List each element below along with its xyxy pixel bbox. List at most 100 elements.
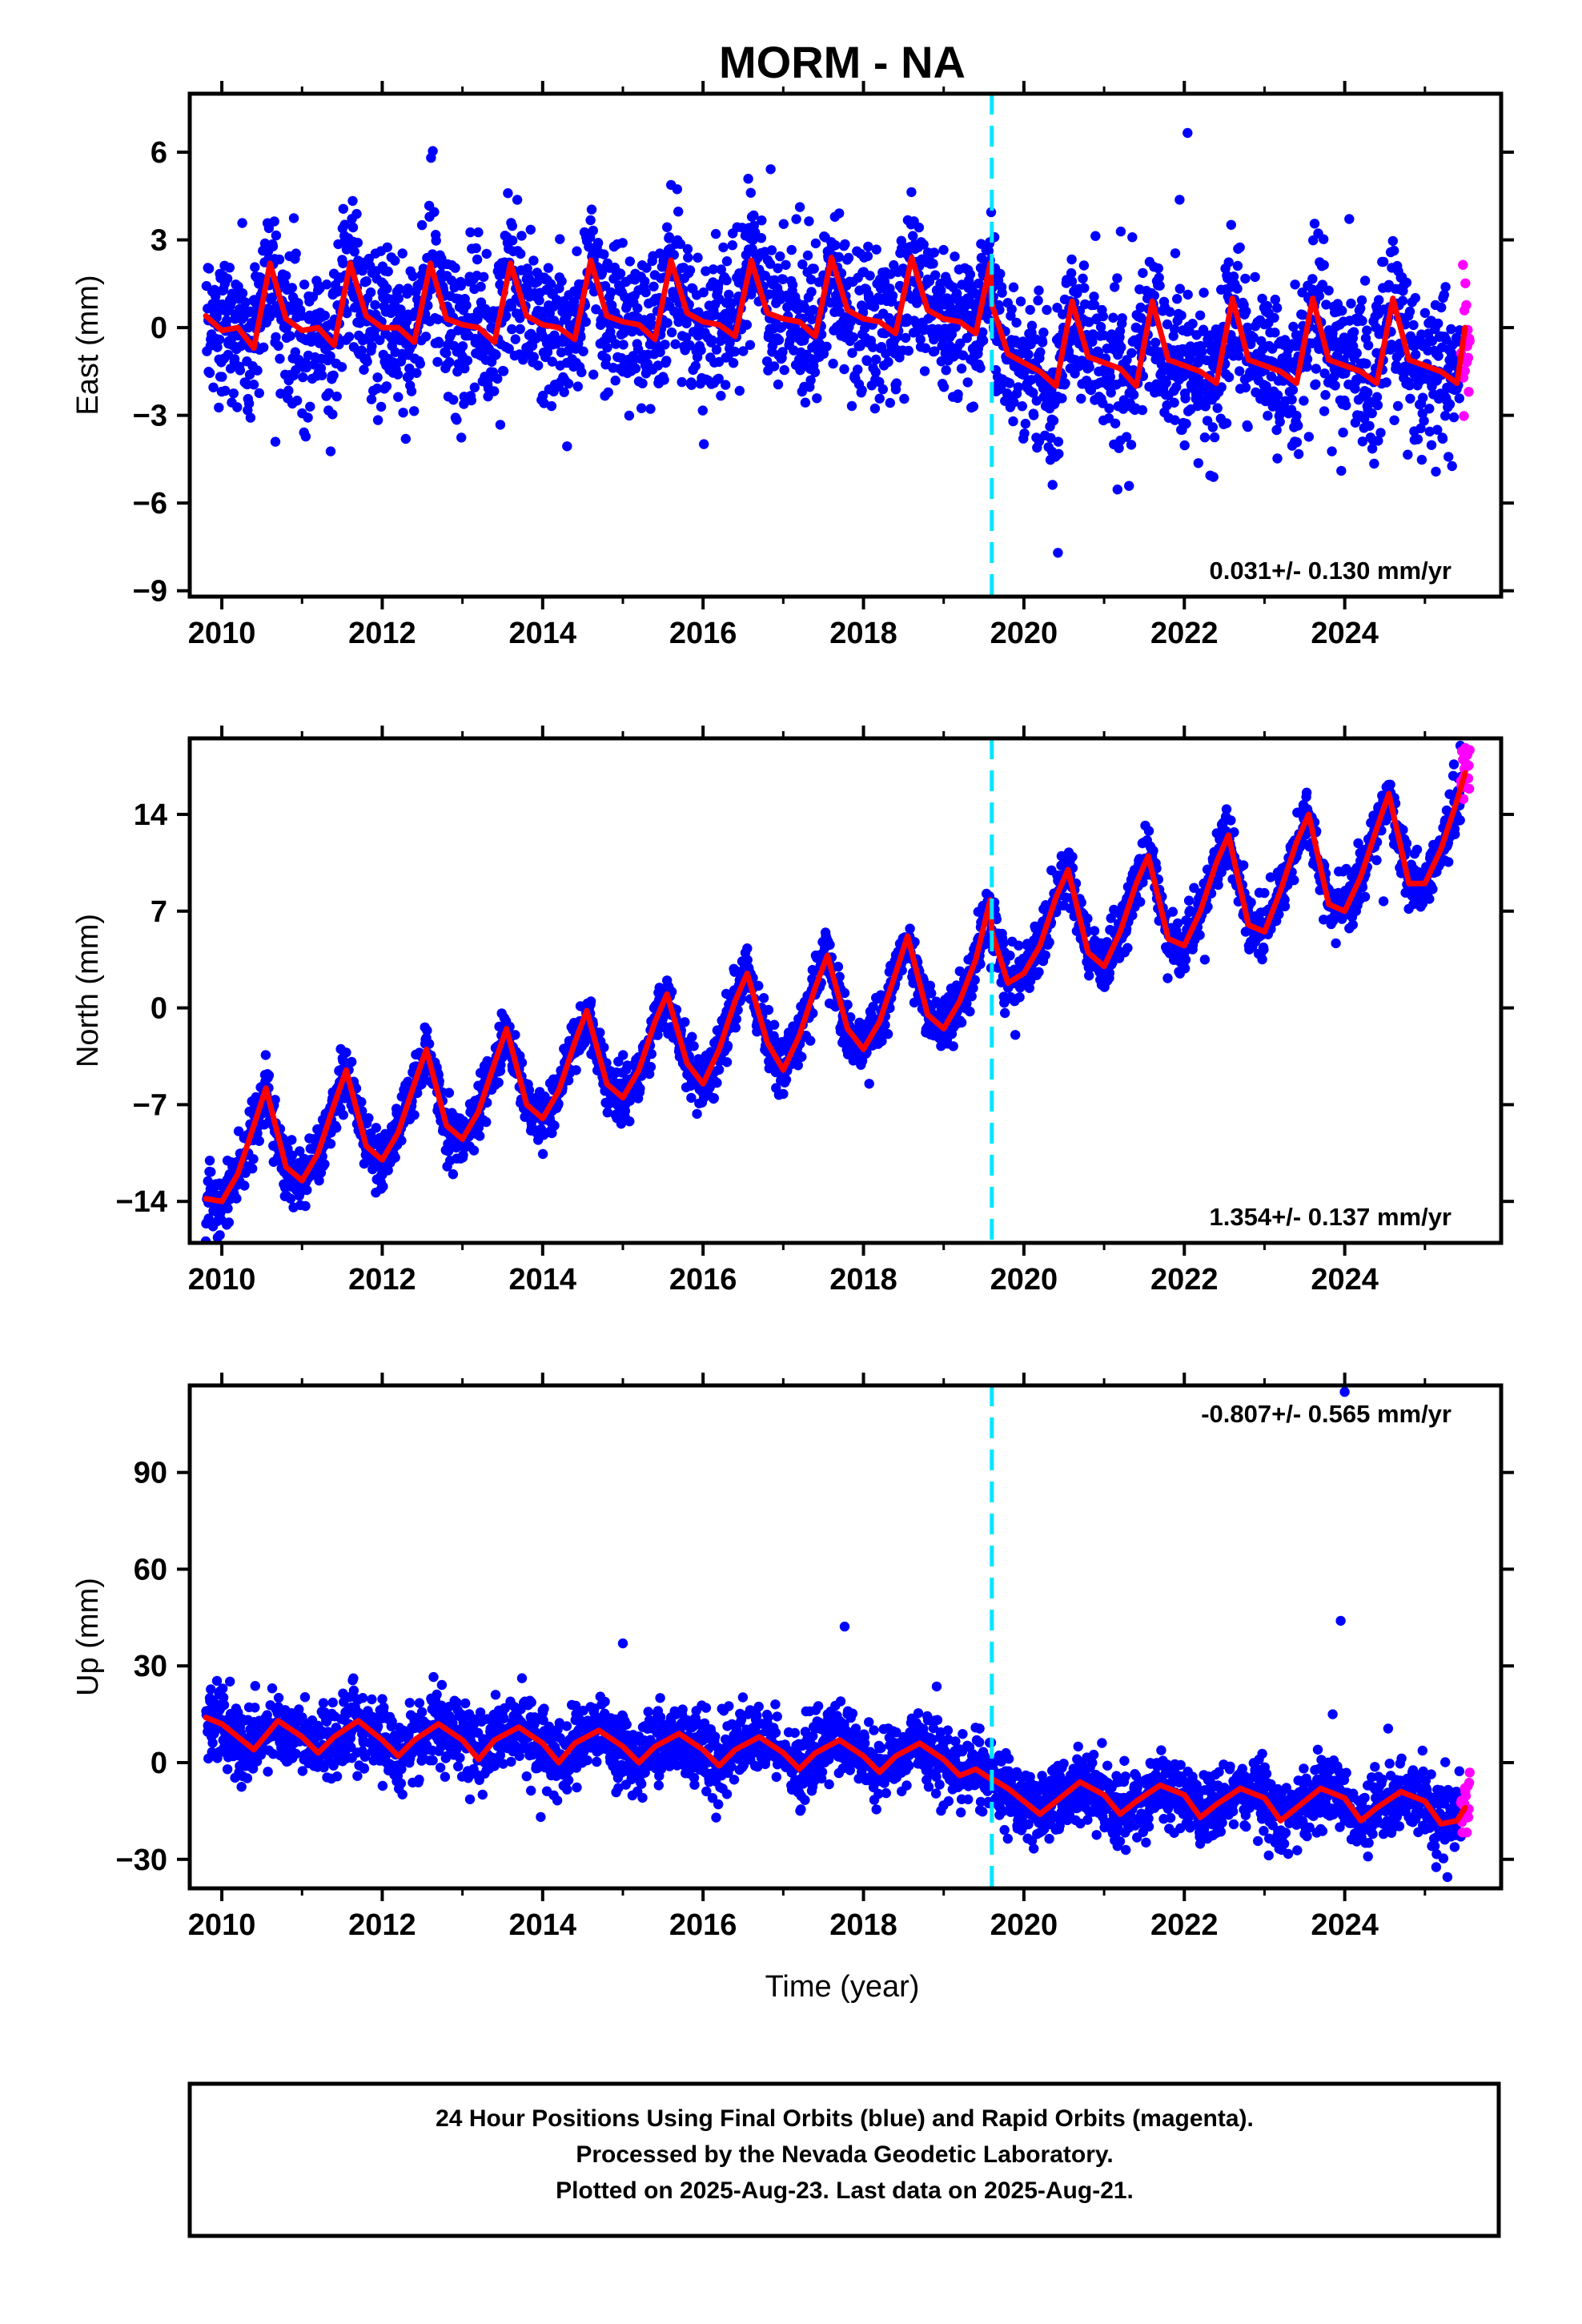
east-final-point [804,216,814,227]
east-final-point [240,297,251,308]
east-final-point [489,386,500,396]
east-final-point [1311,379,1321,389]
east-final-point [637,378,648,388]
east-final-point [655,347,665,357]
east-rapid-point [1460,366,1470,376]
east-final-point [716,264,726,275]
east-final-point [1182,127,1193,139]
east-final-point [423,300,433,311]
east-final-point [1078,273,1088,283]
east-final-point [1269,312,1279,323]
east-final-point [226,297,237,308]
east-final-point [693,252,703,263]
east-final-point [930,270,941,280]
east-final-point [630,363,641,374]
east-model-line [203,255,1468,389]
east-final-point [1397,296,1408,306]
east-final-point [359,364,369,375]
east-final-point [1311,364,1322,374]
east-final-point [285,331,295,341]
east-final-point [393,293,404,304]
east-final-point [416,219,428,231]
east-final-point [1095,322,1106,332]
east-final-point [1299,396,1309,406]
east-final-point [1017,401,1028,412]
east-final-point [1351,348,1362,359]
east-final-point [528,352,539,362]
north-final-point [390,1152,400,1163]
east-final-point [1138,267,1148,279]
east-final-point [1437,433,1448,444]
east-final-point [983,246,994,256]
east-final-point [761,356,773,367]
east-frame [187,91,1504,599]
north-final-point [481,1116,492,1128]
east-final-point [721,275,732,286]
east-final-point [232,402,243,412]
east-final-point [254,388,264,399]
east-final-point [375,335,385,345]
east-final-point [243,398,255,409]
east-final-point [1272,453,1283,464]
east-final-point [821,341,832,352]
east-final-point [1344,214,1355,224]
east-final-point [1161,377,1171,388]
east-final-point [563,378,574,389]
east-final-point [858,302,869,312]
north-final-point [948,1041,958,1051]
east-final-point [846,400,857,412]
east-final-point [1207,422,1219,432]
east-final-point [1256,336,1267,347]
east-final-point [1060,378,1070,388]
east-final-point [1234,351,1244,361]
east-final-point [204,368,215,378]
north-final-point [331,1123,342,1133]
east-final-point [809,263,819,274]
east-final-point [400,433,411,444]
east-final-point [263,223,275,234]
east-final-point [1418,392,1428,403]
east-final-point [504,344,514,354]
north-final-point [563,1075,574,1086]
east-final-point [592,238,604,248]
east-final-point [1378,256,1389,267]
east-final-point [1170,248,1181,259]
east-final-point [283,385,294,396]
east-final-point [1165,307,1175,317]
east-final-point [1433,318,1443,329]
north-final-point [363,1113,374,1124]
east-final-point [1419,308,1431,318]
east-final-point [516,231,527,241]
east-final-point [606,287,616,298]
east-final-point [1448,412,1460,423]
east-final-point [618,328,629,338]
east-final-point [997,287,1007,298]
east-final-point [1202,355,1212,366]
east-final-point [806,314,817,324]
north-final-point [602,1108,612,1118]
east-final-point [1447,460,1457,472]
east-final-point [492,373,503,384]
east-final-point [682,243,693,255]
east-final-point [1031,396,1042,406]
east-final-point [585,215,596,226]
north-final-point [781,1075,792,1085]
east-final-point [713,373,724,384]
east-final-point [756,233,767,243]
east-final-point [1362,325,1372,336]
east-final-point [1427,336,1438,346]
east-final-point [1266,371,1277,382]
east-final-point [891,378,902,388]
east-rapid-point [1463,352,1474,363]
east-final-point [1240,382,1251,393]
east-final-point [745,187,756,198]
east-final-point [300,431,311,442]
east-final-point [915,334,926,345]
east-final-point [1226,219,1237,230]
east-final-point [328,370,339,380]
north-final-point [553,1099,564,1109]
east-final-point [347,222,359,233]
east-final-point [267,241,279,251]
east-final-point [546,400,557,412]
east-final-point [508,235,518,246]
